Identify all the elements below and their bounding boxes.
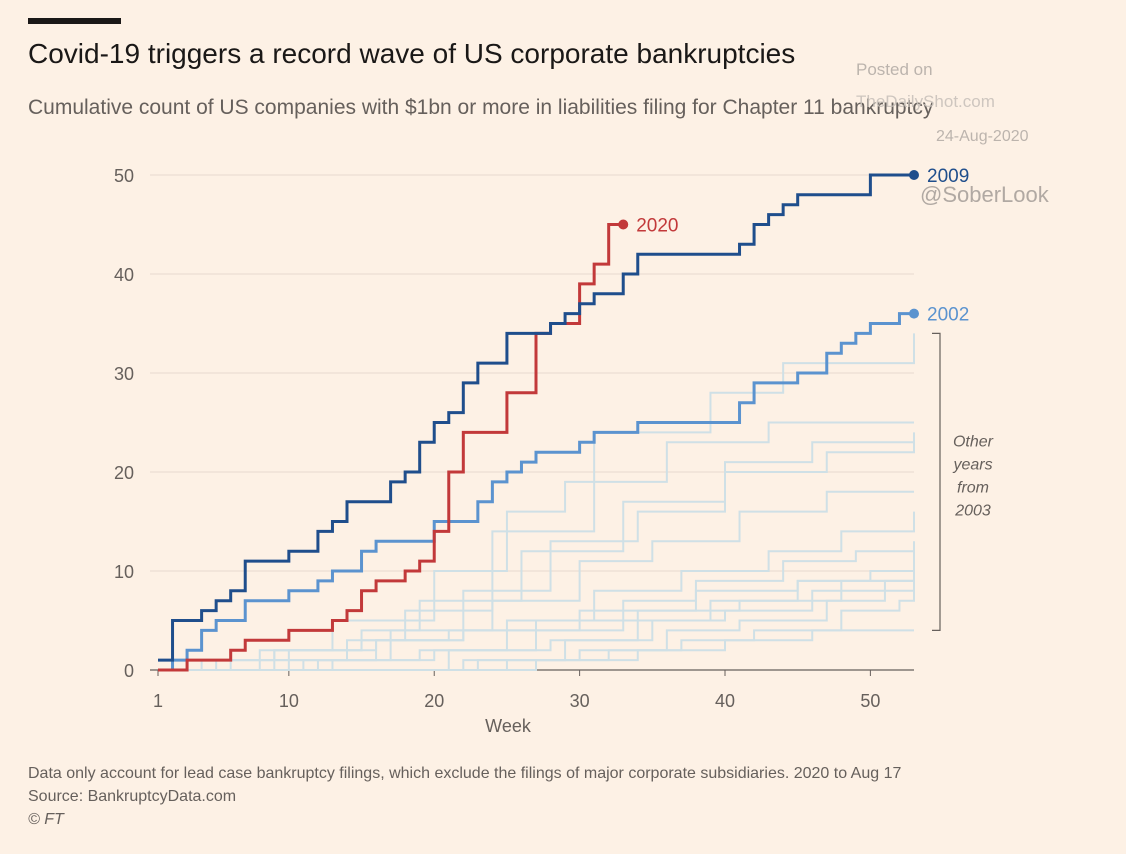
series-other-year-line: [158, 561, 915, 671]
ft-top-bar: [28, 18, 121, 24]
y-tick-label: 30: [114, 364, 134, 384]
series-other-year-line: [158, 590, 915, 671]
watermark-site: TheDailyShot.com: [856, 92, 995, 111]
watermark-date: 24-Aug-2020: [936, 128, 1029, 145]
footnote-source: Source: BankruptcyData.com: [28, 788, 237, 805]
bankruptcy-chart: 0 10 20 30 40 50 1 10 20 30 40 50 Week 2002 2020 2009 Ot…: [114, 166, 994, 736]
series-other-year-line: [158, 571, 915, 671]
series-other-year-line: [158, 629, 914, 671]
series-other-year-line: [158, 580, 915, 671]
x-tick-label: 1: [153, 691, 163, 711]
series-other-year-line: [158, 541, 915, 671]
series-label-2020: 2020: [636, 216, 678, 237]
series-end-marker-2002: [909, 308, 919, 319]
bracket-label-line: from: [957, 479, 989, 496]
series-label-2002: 2002: [927, 305, 969, 326]
y-tick-label: 40: [114, 265, 134, 285]
series-line-2020: [158, 223, 624, 672]
other-years-bracket: [932, 332, 941, 631]
x-tick-label: 10: [279, 691, 299, 711]
series-other-year-line: [158, 571, 915, 671]
y-tick-label: 0: [124, 661, 134, 681]
footnote-note: Data only account for lead case bankrupt…: [28, 765, 902, 782]
series-label-2009: 2009: [927, 166, 969, 187]
watermark-posted-on: Posted on: [856, 60, 933, 79]
series-line-2002: [158, 312, 914, 672]
x-tick-label: 30: [570, 691, 590, 711]
series-line-2009: [158, 173, 914, 662]
y-tick-label: 50: [114, 166, 134, 186]
bracket-label-line: Other: [953, 433, 994, 450]
chart-title: Covid-19 triggers a record wave of US co…: [28, 38, 796, 69]
x-tick-label: 20: [424, 691, 444, 711]
chart-subtitle: Cumulative count of US companies with $1…: [28, 96, 934, 119]
x-axis-label: Week: [485, 716, 532, 736]
series-end-marker-2009: [909, 170, 919, 180]
watermark-handle: @SoberLook: [920, 182, 1049, 207]
x-tick-label: 40: [715, 691, 735, 711]
y-tick-label: 10: [114, 562, 134, 582]
bracket-label-line: years: [952, 456, 992, 473]
x-tick-label: 50: [860, 691, 880, 711]
footnote-copyright: © FT: [28, 811, 64, 828]
bracket-label-line: 2003: [954, 502, 991, 519]
y-tick-label: 20: [114, 463, 134, 483]
series-end-marker-2020: [618, 219, 629, 230]
